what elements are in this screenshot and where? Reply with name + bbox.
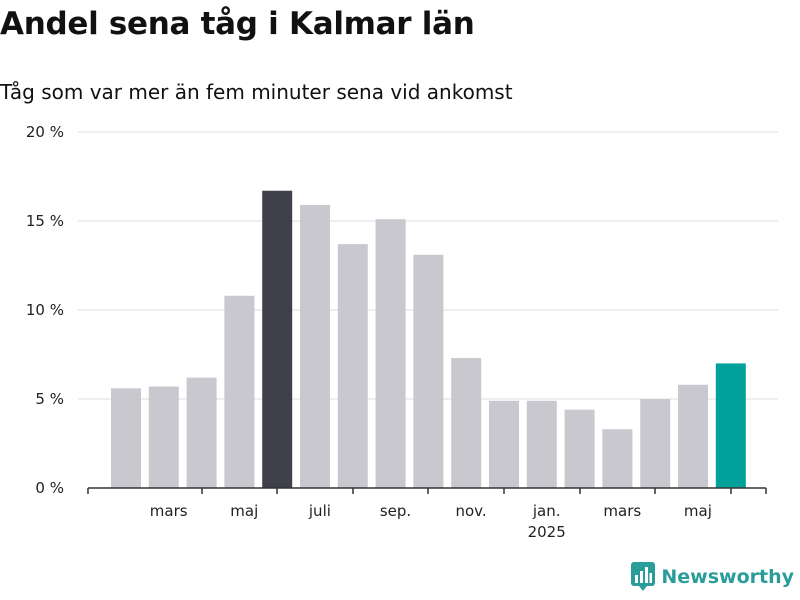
bar (148, 386, 179, 488)
y-axis-labels: 0 % 5 % 10 % 15 % 20 % (26, 123, 64, 497)
x-tick-label: mars (603, 502, 641, 520)
bar (678, 384, 708, 488)
bar (526, 400, 557, 488)
y-tick-label: 10 % (26, 301, 64, 319)
y-tick-label: 5 % (35, 390, 64, 408)
bar (262, 190, 293, 489)
x-tick-label: maj (230, 502, 258, 520)
bar (186, 377, 217, 488)
bar (602, 429, 633, 488)
y-tick-label: 20 % (26, 123, 64, 141)
bar (337, 244, 368, 488)
x-tick-label: jan. (532, 502, 561, 520)
bar-chart-logo-icon (631, 562, 656, 591)
brand-name: Newsworthy (661, 566, 794, 588)
bar (375, 219, 406, 488)
x-tick-label: nov. (456, 502, 487, 520)
x-axis (87, 487, 767, 494)
y-tick-label: 0 % (35, 479, 64, 497)
x-axis-labels: mars maj juli sep. nov. jan. mars maj 2025 (150, 502, 712, 541)
x-tick-label: juli (308, 502, 331, 520)
x-tick-label: sep. (380, 502, 411, 520)
bar (111, 388, 141, 488)
bar (564, 409, 595, 488)
bars (111, 190, 746, 489)
y-tick-label: 15 % (26, 212, 64, 230)
bar (451, 358, 482, 488)
bar (640, 399, 671, 488)
bar (224, 295, 255, 488)
x-tick-label: maj (684, 502, 712, 520)
bar (715, 363, 746, 488)
chart-title: Andel sena tåg i Kalmar län (0, 6, 475, 42)
bar (413, 254, 444, 488)
x-tick-label: mars (150, 502, 188, 520)
bar (489, 400, 519, 488)
x-year-label: 2025 (528, 523, 566, 541)
bar (300, 204, 330, 489)
brand-logo: Newsworthy (631, 562, 794, 592)
chart-subtitle: Tåg som var mer än fem minuter sena vid … (0, 80, 513, 104)
